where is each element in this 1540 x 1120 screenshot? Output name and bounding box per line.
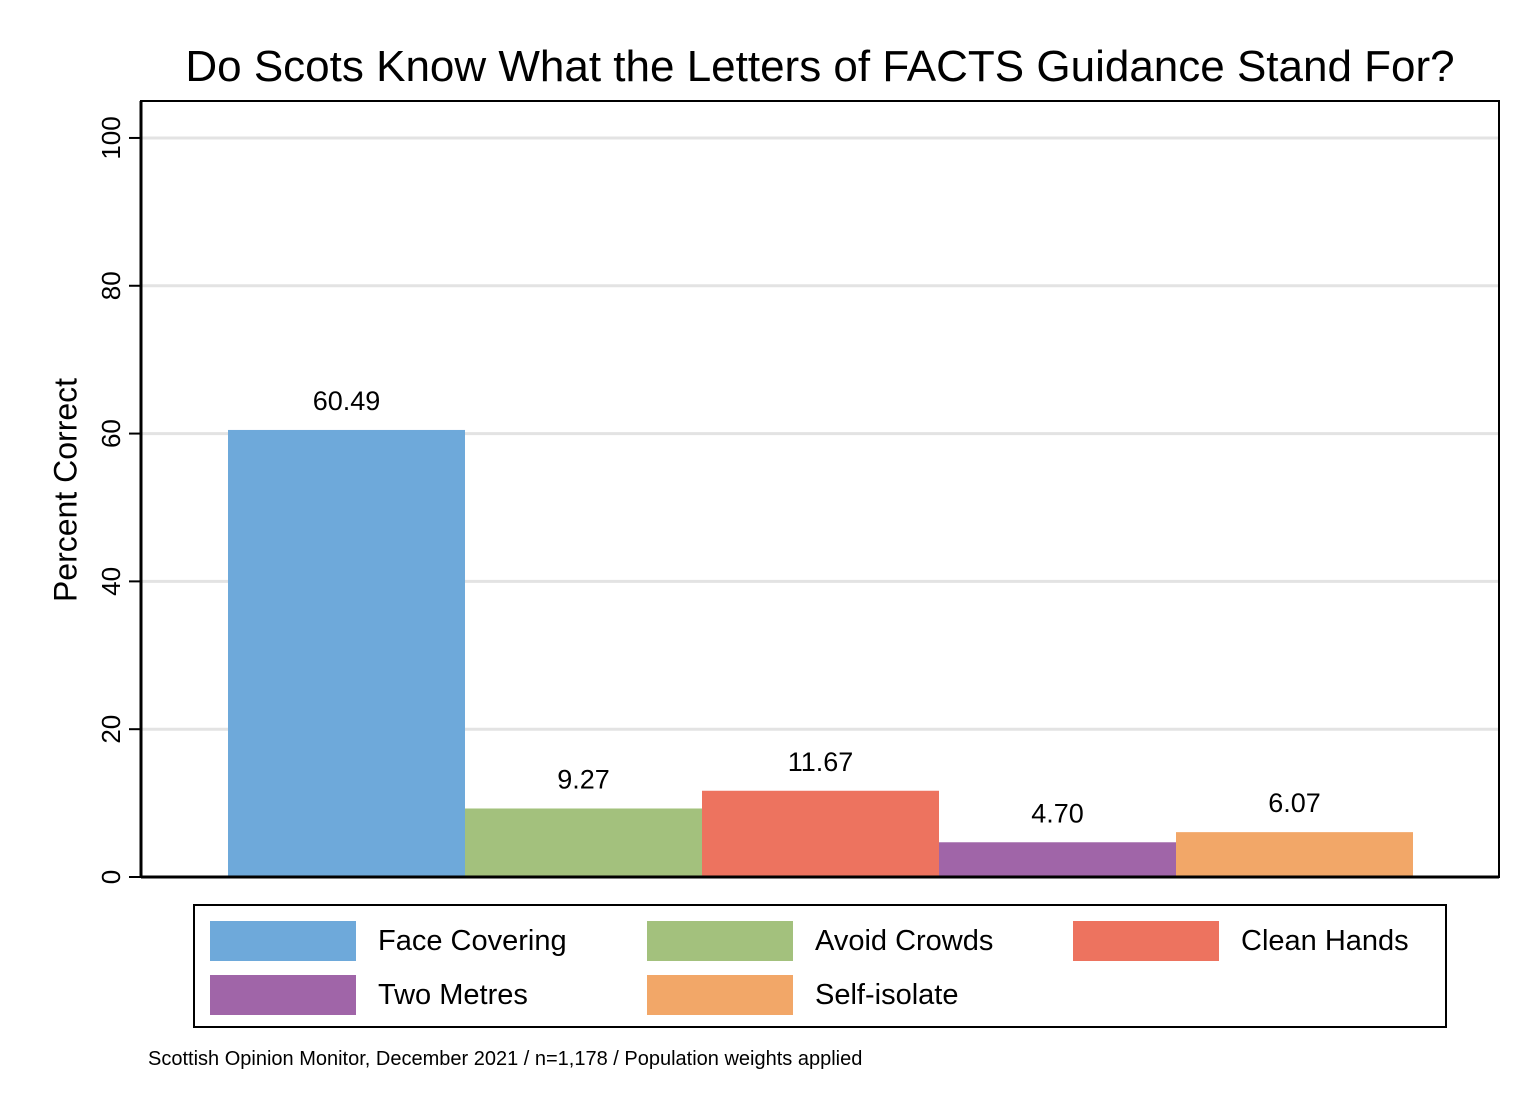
legend-swatch (210, 975, 356, 1015)
data-label: 6.07 (1268, 788, 1321, 818)
legend-swatch (647, 975, 793, 1015)
legend-label: Two Metres (378, 979, 528, 1011)
data-label: 4.70 (1031, 798, 1084, 828)
bar-chart: 0 20 40 60 80 100 60.49 9.27 11.67 4.70 6.07 (96, 100, 1500, 884)
y-tick-label: 60 (96, 419, 126, 448)
y-tick-label: 80 (96, 271, 126, 300)
legend-swatch (1073, 921, 1219, 961)
data-label: 60.49 (313, 386, 381, 416)
bar (702, 790, 939, 877)
legend-label: Avoid Crowds (815, 925, 994, 957)
legend-label: Self-isolate (815, 979, 959, 1011)
data-label: 11.67 (788, 747, 854, 777)
source-note: Scottish Opinion Monitor, December 2021 … (148, 1048, 863, 1070)
legend: Face Covering Avoid Crowds Clean Hands T… (193, 904, 1447, 1028)
y-tick-label: 0 (96, 870, 126, 884)
bar (228, 429, 465, 877)
bar (1176, 832, 1413, 877)
y-tick-label: 40 (96, 567, 126, 596)
legend-swatch (210, 921, 356, 961)
legend-label: Clean Hands (1241, 925, 1409, 957)
legend-swatch (647, 921, 793, 961)
chart-title: Do Scots Know What the Letters of FACTS … (185, 42, 1455, 91)
y-tick-label: 100 (96, 116, 126, 159)
y-tick-label: 20 (96, 715, 126, 744)
legend-label: Face Covering (378, 925, 567, 957)
bar (465, 808, 702, 877)
bar (939, 842, 1176, 877)
data-label: 9.27 (557, 764, 610, 794)
